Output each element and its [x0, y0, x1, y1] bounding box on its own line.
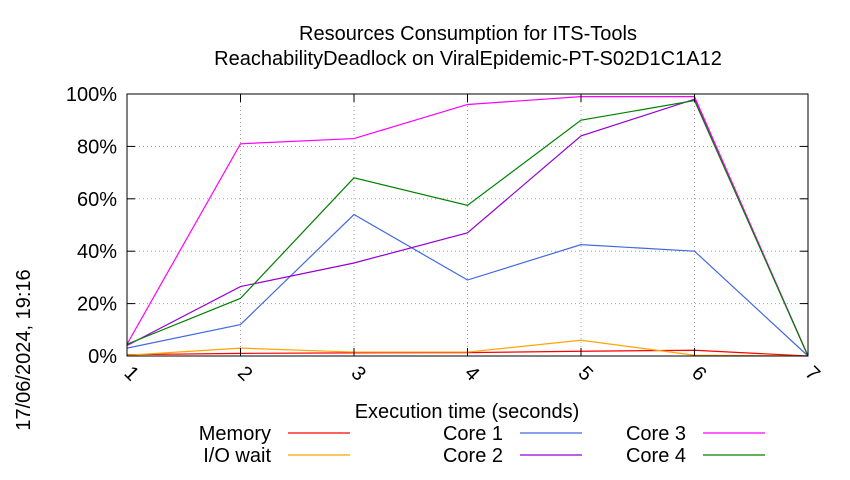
legend-label: I/O wait — [203, 445, 271, 467]
legend-label: Core 2 — [443, 445, 503, 467]
x-tick-label: 1 — [120, 362, 143, 385]
x-tick-label: 3 — [347, 362, 370, 385]
y-tick-label: 80% — [77, 136, 117, 158]
legend-label: Memory — [199, 423, 271, 445]
x-tick-label: 5 — [574, 362, 597, 385]
y-tick-label: 40% — [77, 241, 117, 263]
y-tick-label: 0% — [88, 346, 117, 368]
y-tick-label: 20% — [77, 294, 117, 316]
y-tick-label: 60% — [77, 189, 117, 211]
legend-label: Core 1 — [443, 423, 503, 445]
series-line-core-1 — [126, 213, 809, 357]
plot-frame — [126, 93, 809, 357]
chart-subtitle: ReachabilityDeadlock on ViralEpidemic-PT… — [214, 48, 722, 70]
y-tick-label: 100% — [66, 84, 117, 106]
x-tick-label: 7 — [801, 362, 824, 385]
x-axis-label: Execution time (seconds) — [355, 401, 580, 423]
series-line-core-2 — [126, 98, 809, 357]
axis-ticks: 0% 20% 40% 60% 80% 100% 1 2 3 4 5 6 7 — [66, 84, 824, 385]
x-tick-label: 2 — [233, 362, 256, 385]
chart-title: Resources Consumption for ITS-Tools — [299, 23, 637, 45]
legend-label: Core 3 — [626, 423, 686, 445]
x-tick-label: 6 — [687, 362, 710, 385]
grid-lines — [127, 94, 808, 356]
timestamp-label: 17/06/2024, 19:16 — [13, 269, 35, 430]
x-tick-label: 4 — [460, 362, 483, 385]
legend-label: Core 4 — [626, 445, 686, 467]
